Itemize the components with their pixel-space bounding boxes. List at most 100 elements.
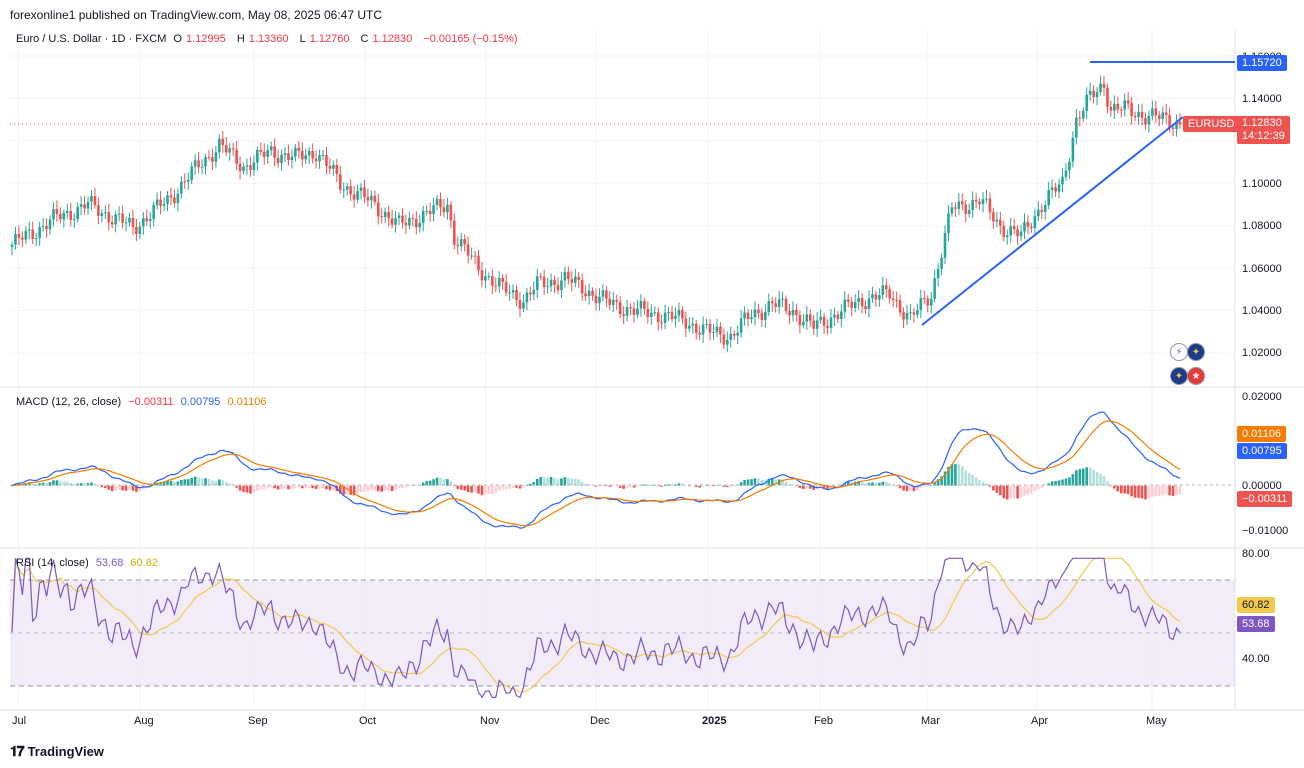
macd-hist-bar [314, 485, 318, 490]
candle-body [625, 307, 629, 316]
macd-hist-bar [352, 485, 356, 496]
macd-hist-bar [1068, 477, 1071, 486]
candle-body [352, 194, 356, 200]
candle-body [276, 157, 280, 164]
high-value: 1.13360 [248, 33, 289, 45]
candle-body [805, 314, 809, 322]
macd-hist-bar [62, 481, 66, 486]
candle-body [1047, 189, 1050, 206]
macd-signal-tag: 0.01106 [1237, 426, 1286, 442]
candle-body [453, 220, 456, 245]
macd-hist-bar [1137, 485, 1140, 498]
eu-flag-icon[interactable]: ✦ [1187, 343, 1205, 361]
macd-hist-bar [999, 485, 1002, 496]
macd-hist-bar [1040, 485, 1044, 488]
macd-hist-bar [1119, 485, 1123, 494]
macd-hist-bar [649, 485, 653, 486]
macd-hist-bar [542, 477, 546, 486]
macd-hist-bar [297, 485, 301, 488]
macd-hist-bar [1092, 469, 1095, 486]
candle-body [649, 312, 653, 318]
lightning-event-icon[interactable]: ⚡ [1170, 343, 1188, 361]
candle-body [529, 292, 532, 295]
publisher-header: forexonline1 published on TradingView.co… [10, 8, 383, 22]
candle-body [888, 289, 892, 299]
macd-hist-bar [131, 485, 135, 491]
candle-body [598, 296, 601, 304]
candle-body [428, 210, 432, 215]
candle-body [65, 211, 69, 213]
candle-body [1026, 221, 1030, 227]
macd-hist-bar [988, 485, 992, 487]
candle-body [819, 316, 822, 321]
candle-body [415, 218, 418, 228]
macd-hist-bar [774, 479, 777, 486]
macd-hist-bar [193, 476, 197, 486]
macd-hist-bar [166, 480, 169, 486]
rsi-value: 53.68 [95, 557, 124, 569]
candle-body [881, 285, 885, 296]
macd-hist-bar [432, 479, 435, 486]
candle-body [573, 276, 577, 283]
macd-hist-bar [967, 473, 971, 486]
macd-hist-bar [211, 480, 214, 486]
macd-hist-bar [325, 485, 328, 490]
candle-body [332, 164, 335, 169]
us-flag-icon[interactable]: ★ [1187, 367, 1205, 385]
candle-body [335, 164, 339, 175]
candle-body [840, 311, 843, 320]
macd-hist-bar [812, 485, 816, 490]
macd-hist-bar [632, 485, 636, 488]
candle-body [262, 151, 266, 157]
candle-body [117, 213, 121, 215]
macd-hist-bar [705, 485, 708, 486]
candle-body [383, 211, 387, 218]
candle-body [59, 214, 62, 220]
countdown: 14:12:39 [1242, 130, 1285, 142]
candle-body [480, 270, 484, 281]
candle-body [497, 277, 501, 287]
candle-body [857, 297, 860, 303]
time-tick: Oct [359, 715, 376, 727]
candle-body [532, 289, 536, 295]
candle-body [228, 148, 232, 153]
macd-hist-bar [456, 485, 460, 490]
candle-body [764, 312, 767, 320]
candle-body [494, 285, 498, 287]
candle-body [560, 280, 563, 291]
macd-hist-bar [598, 485, 601, 487]
macd-hist-bar [86, 483, 90, 486]
macd-hist-bar [408, 485, 411, 487]
symbol-line: Euro / U.S. Dollar · 1D · FXCM [16, 33, 167, 45]
ticker-tag: EURUSD [1183, 116, 1240, 132]
macd-hist-bar [857, 481, 860, 486]
candle-body [784, 298, 788, 311]
macd-hist-bar [943, 471, 947, 486]
candle-body [173, 197, 176, 203]
candle-body [207, 156, 211, 158]
candle-body [639, 301, 643, 309]
candle-body [135, 226, 138, 234]
candle-body [124, 222, 128, 224]
macd-hist-bar [421, 482, 425, 486]
candle-body [1109, 106, 1113, 111]
macd-hist-bar [273, 485, 276, 489]
tradingview-logo[interactable]: 𝟏𝟕 TradingView [10, 743, 104, 760]
candle-body [926, 298, 930, 306]
macd-hist-bar [757, 478, 760, 486]
candle-body [325, 155, 328, 166]
candle-body [535, 276, 539, 290]
macd-hist-bar [833, 485, 836, 487]
macd-hist-bar [487, 485, 491, 494]
macd-hist-bar [338, 485, 342, 494]
candle-body [1161, 112, 1165, 119]
candle-body [622, 314, 625, 316]
eu-flag-icon-2[interactable]: ✦ [1170, 367, 1188, 385]
candle-body [1119, 109, 1123, 111]
candle-body [957, 201, 961, 209]
macd-hist-bar [332, 485, 335, 491]
candle-body [128, 217, 131, 223]
macd-hist-bar [245, 485, 249, 493]
candle-body [874, 294, 878, 300]
